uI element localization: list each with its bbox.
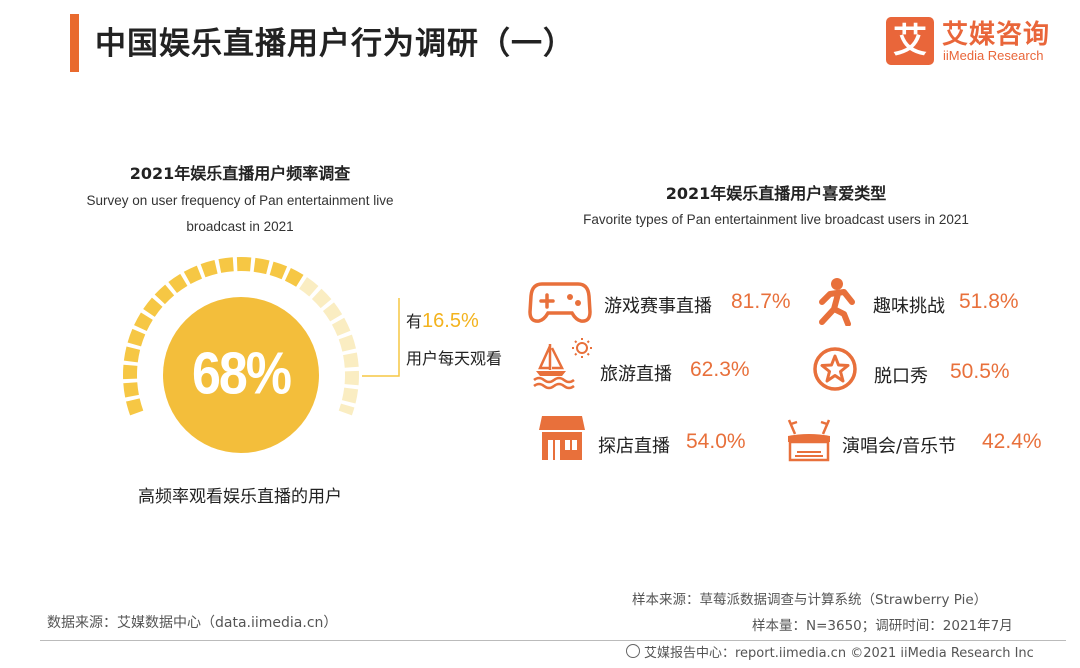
gauge-ring-segment (154, 284, 175, 305)
runner-icon (819, 278, 855, 326)
gauge-ring-segment (123, 346, 141, 363)
favorite-type-label: 演唱会/音乐节 (842, 436, 957, 457)
favorite-types-title: 2021年娱乐直播用户喜爱类型 (665, 184, 887, 203)
callout-bracket (362, 298, 400, 377)
concert-icon (787, 419, 831, 462)
gauge-ring-segment (322, 302, 343, 322)
sample-size: 样本量：N=3650；调研时间：2021年7月 (752, 618, 1013, 634)
gauge-ring-segment (344, 370, 360, 386)
gauge-ring-segment (343, 352, 359, 368)
favorite-type-value: 81.7% (731, 290, 791, 313)
favorite-type-label: 游戏赛事直播 (604, 296, 712, 317)
daily-viewer-percent: 16.5% (422, 310, 479, 332)
gauge-ring-segment (253, 257, 270, 275)
frequency-chart-subtitle-line1: Survey on user frequency of Pan entertai… (86, 193, 394, 208)
gauge-value: 68% (191, 340, 292, 408)
gauge-ring-segment (236, 257, 252, 272)
favorite-type-value: 62.3% (690, 358, 750, 381)
daily-viewer-callout-text: 用户每天观看 (406, 349, 503, 368)
gauge-ring-segment (123, 364, 138, 380)
gauge-ring-segment (123, 382, 139, 398)
star-icon (813, 347, 857, 391)
gauge-ring-segment (200, 260, 218, 278)
title-accent-bar (70, 14, 79, 72)
brand-logo-english: iiMedia Research (943, 48, 1044, 63)
gauge-ring-segment (341, 387, 359, 404)
brand-logo-name: 艾媒咨询 (942, 20, 1051, 50)
frequency-chart-title: 2021年娱乐直播用户频率调查 (129, 164, 351, 183)
gauge-caption: 高频率观看娱乐直播的用户 (138, 487, 342, 507)
callout-prefix: 有 (406, 312, 423, 331)
gauge-ring-segment (126, 398, 144, 416)
gamepad-icon (528, 282, 592, 323)
page-title: 中国娱乐直播用户行为调研（一） (95, 26, 575, 62)
favorite-type-value: 50.5% (950, 360, 1010, 383)
copyright-line: 艾媒报告中心：report.iimedia.cn ©2021 iiMedia R… (644, 646, 1034, 661)
copyright-icon (626, 644, 640, 658)
frequency-chart-subtitle: Survey on user frequency of Pan entertai… (55, 188, 425, 240)
favorite-type-label: 旅游直播 (600, 364, 672, 385)
gauge-ring-segment (299, 277, 319, 297)
gauge-ring-segment (331, 317, 351, 337)
sample-source: 样本来源：草莓派数据调查与计算系统（Strawberry Pie） (632, 592, 988, 608)
footer-divider (40, 640, 1066, 641)
gauge-ring-segment (168, 273, 188, 294)
gauge-ring-segment (269, 261, 288, 280)
gauge-ring-segment (143, 297, 163, 317)
frequency-chart-subtitle-line2: broadcast in 2021 (186, 219, 294, 234)
gauge-core (163, 297, 319, 453)
gauge-ring-segment (127, 328, 146, 347)
favorite-types-subtitle: Favorite types of Pan entertainment live… (583, 212, 969, 227)
gauge-ring-segment (218, 257, 234, 273)
favorite-type-label: 探店直播 (598, 436, 670, 457)
gauge-ring-segment (134, 312, 153, 332)
favorite-type-value: 54.0% (686, 430, 746, 453)
favorite-type-label: 趣味挑战 (873, 296, 945, 317)
favorite-type-label: 脱口秀 (874, 366, 928, 387)
gauge-ring-segment (311, 288, 332, 309)
favorite-type-value: 42.4% (982, 430, 1042, 453)
shop-icon (539, 416, 585, 460)
favorite-type-value: 51.8% (959, 290, 1019, 313)
sailboat-icon (533, 338, 592, 390)
daily-viewer-callout: 有16.5% (406, 308, 479, 333)
data-source: 数据来源：艾媒数据中心（data.iimedia.cn） (47, 615, 338, 631)
gauge-ring (123, 257, 360, 416)
gauge-ring-segment (338, 403, 355, 416)
gauge-ring-segment (338, 334, 356, 352)
gauge-ring-segment (183, 265, 203, 285)
gauge-ring-segment (284, 268, 304, 287)
brand-logo-mark: 艾 (886, 17, 934, 65)
frequency-gauge (123, 257, 400, 453)
